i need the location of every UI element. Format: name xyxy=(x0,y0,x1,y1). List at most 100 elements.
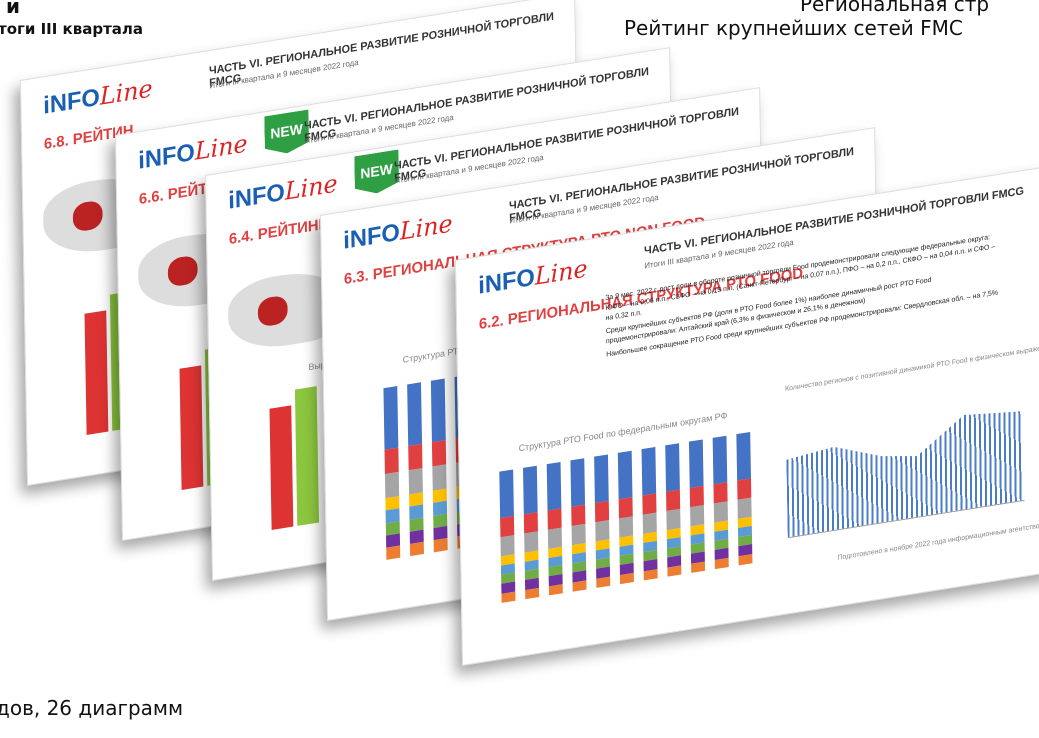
bar-decoration xyxy=(736,432,752,565)
bar-segment xyxy=(642,494,656,515)
bar-segment xyxy=(666,490,680,511)
bar-segment xyxy=(736,432,751,481)
bar-segment xyxy=(385,447,399,474)
bar-segment xyxy=(524,513,538,534)
footer-text: дов, 26 диаграмм xyxy=(0,696,183,720)
right-title: Региональная стр xyxy=(800,0,989,16)
bar-segment xyxy=(618,451,633,500)
bar-decoration xyxy=(295,386,319,526)
logo-script: Line xyxy=(100,74,153,111)
bar-segment xyxy=(737,479,751,500)
bar-decoration xyxy=(547,462,563,595)
bar-decoration xyxy=(618,451,634,584)
bar-decoration xyxy=(431,379,448,553)
bar-decoration xyxy=(383,386,400,560)
bar-segment xyxy=(620,573,634,585)
bar-segment xyxy=(432,440,446,467)
bar-segment xyxy=(690,486,704,507)
bar-segment xyxy=(667,565,681,577)
bar-segment xyxy=(410,542,424,556)
bar-segment xyxy=(737,498,751,519)
bar-segment xyxy=(525,588,539,600)
bar-segment xyxy=(548,509,562,530)
logo-text: iNFO xyxy=(478,264,535,300)
bar-decoration xyxy=(84,310,108,435)
left-subtitle: тоги III квартала xyxy=(0,20,143,38)
logo-text: iNFO xyxy=(343,219,400,255)
logo-script: Line xyxy=(195,129,248,166)
bar-segment xyxy=(501,591,515,603)
bar-segment xyxy=(549,584,563,596)
bar-segment xyxy=(713,436,728,485)
bar-decoration xyxy=(499,469,515,602)
chart-decoration xyxy=(499,432,752,603)
bar-segment xyxy=(642,447,657,496)
bar-decoration xyxy=(713,436,729,569)
bar-decoration xyxy=(594,454,610,587)
logo: iNFOLine xyxy=(478,254,588,301)
bar-decoration xyxy=(407,382,424,556)
bar-decoration xyxy=(523,466,539,599)
bar-segment xyxy=(523,466,538,515)
bar-segment xyxy=(715,558,729,570)
bar-segment xyxy=(432,464,446,491)
bar-segment xyxy=(644,569,658,581)
bar-segment xyxy=(500,535,514,556)
left-title: и xyxy=(6,0,20,18)
bar-decoration xyxy=(665,443,681,576)
bar-decoration xyxy=(689,439,705,572)
bar-segment xyxy=(571,505,585,526)
bar-segment xyxy=(573,580,587,592)
bar-segment xyxy=(596,576,610,588)
bar-segment xyxy=(595,501,609,522)
bar-segment xyxy=(431,379,446,442)
bar-segment xyxy=(691,561,705,573)
chart-caption: Количество регионов с позитивной динамик… xyxy=(785,321,1039,393)
bar-segment xyxy=(595,520,609,541)
bar-decoration xyxy=(570,458,586,591)
bar-segment xyxy=(594,454,609,503)
bar-segment xyxy=(689,439,704,488)
logo: iNFOLine xyxy=(138,129,248,176)
bar-segment xyxy=(407,382,422,445)
logo-script: Line xyxy=(400,209,453,246)
logo: iNFOLine xyxy=(343,209,453,256)
bar-segment xyxy=(643,513,657,534)
map-region xyxy=(258,295,288,328)
logo-text: iNFO xyxy=(138,139,195,175)
bar-segment xyxy=(500,516,514,537)
bar-segment xyxy=(738,554,752,566)
new-badge: NEW xyxy=(354,149,399,196)
bar-segment xyxy=(385,472,399,499)
bar-segment xyxy=(619,516,633,537)
bar-decoration xyxy=(642,447,658,580)
bar-segment xyxy=(690,505,704,526)
bar-decoration xyxy=(179,365,203,490)
bar-segment xyxy=(570,458,585,507)
logo-text: iNFO xyxy=(228,179,285,215)
bar-segment xyxy=(665,443,680,492)
chart-decoration xyxy=(786,389,1025,539)
bar-segment xyxy=(408,444,422,471)
bar-segment xyxy=(619,498,633,519)
logo-script: Line xyxy=(285,169,338,206)
map-region xyxy=(168,255,198,288)
bar-segment xyxy=(548,528,562,549)
bar-segment xyxy=(547,462,562,511)
logo: iNFOLine xyxy=(43,74,153,121)
bar-segment xyxy=(524,531,538,552)
bar-segment xyxy=(499,469,514,518)
bar-segment xyxy=(434,538,448,552)
bar-decoration xyxy=(269,405,293,530)
bar-segment xyxy=(383,386,398,449)
right-subtitle: Рейтинг крупнейших сетей FMC xyxy=(624,16,963,40)
page: и тоги III квартала Региональная стр Рей… xyxy=(0,0,1039,738)
logo: iNFOLine xyxy=(228,169,338,216)
logo-text: iNFO xyxy=(43,84,100,120)
new-badge: NEW xyxy=(264,109,309,156)
bar-segment xyxy=(409,468,423,495)
bar-segment xyxy=(572,524,586,545)
map-region xyxy=(73,200,103,233)
logo-script: Line xyxy=(535,254,588,291)
bar-segment xyxy=(666,509,680,530)
